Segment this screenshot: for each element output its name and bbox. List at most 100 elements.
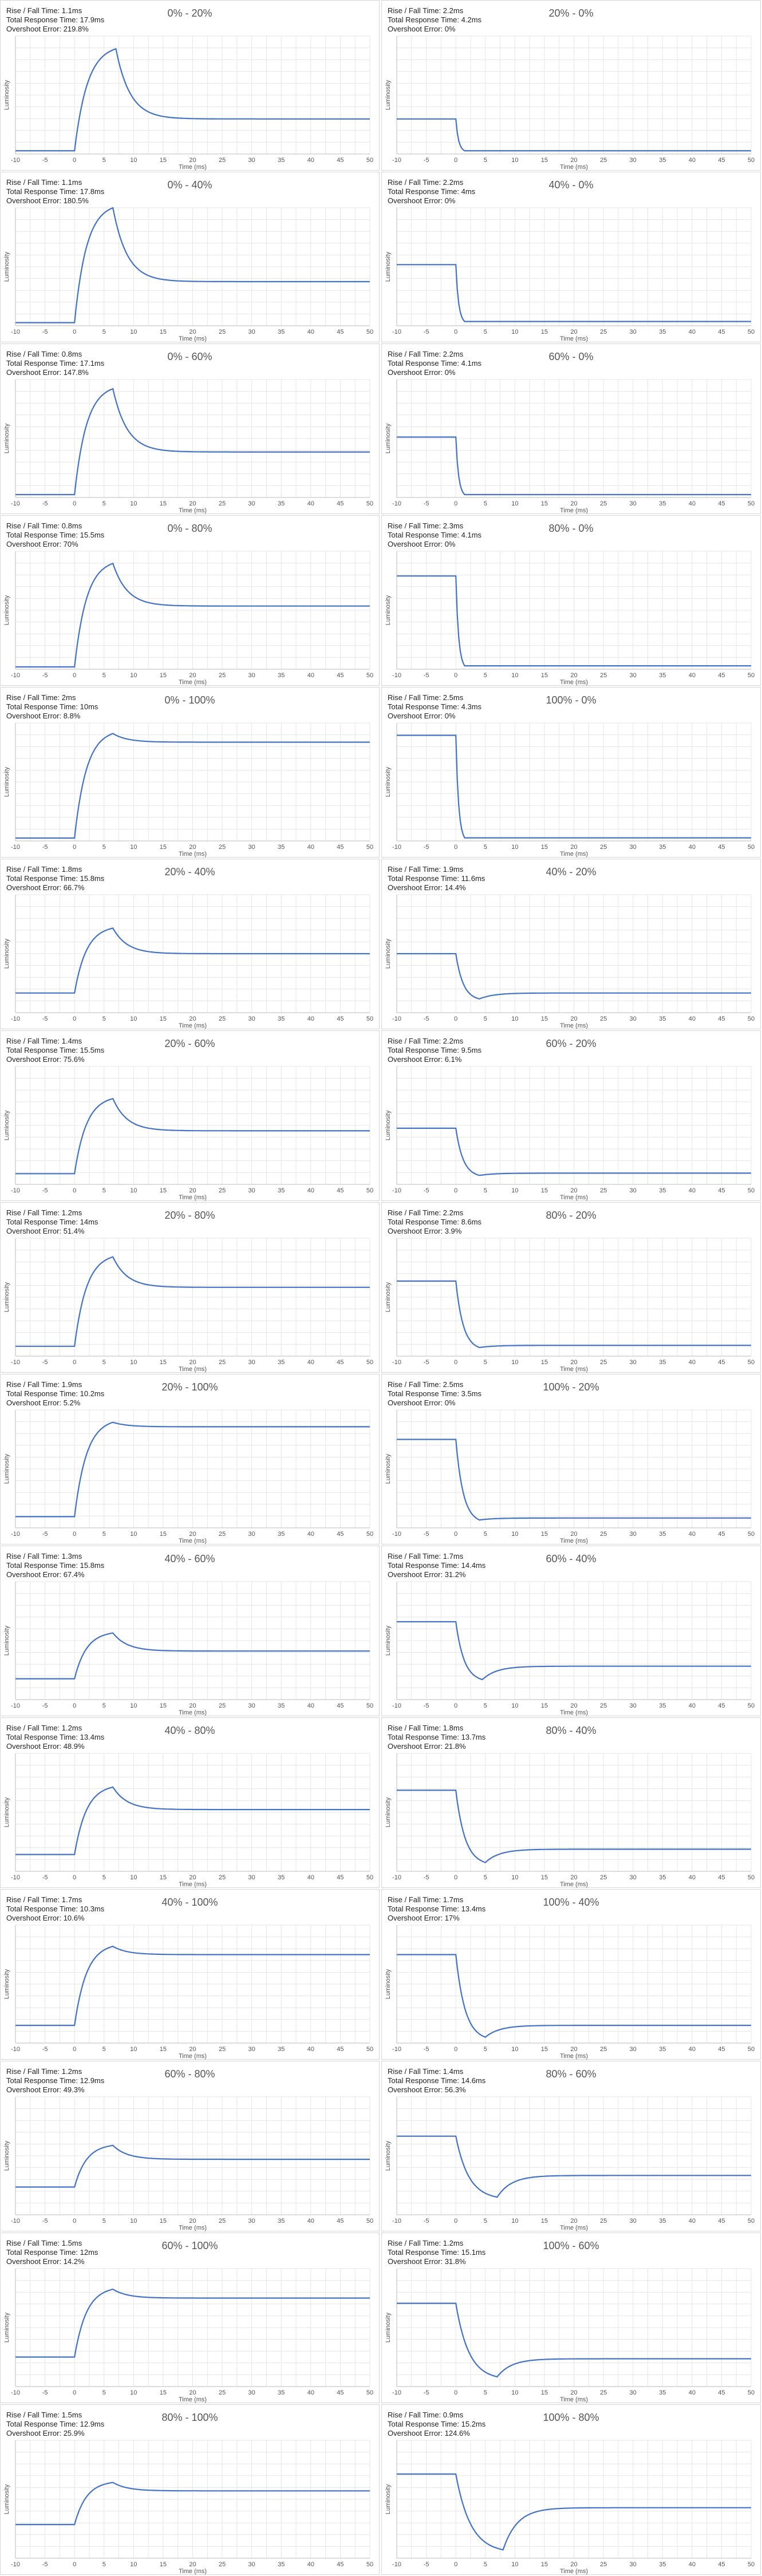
x-tick-label: 25 <box>600 1874 607 1881</box>
chart-panel: Rise / Fall Time: 1.1ms Total Response Ti… <box>0 172 380 342</box>
overshoot-error-label: Overshoot Error: 17% <box>388 1914 460 1922</box>
chart-panel: Rise / Fall Time: 2ms Total Response Time… <box>0 687 380 858</box>
x-tick-label: -10 <box>392 1702 401 1709</box>
rise-fall-time-label: Rise / Fall Time: 1.1ms <box>6 178 82 187</box>
x-tick-label: 35 <box>278 1874 285 1881</box>
overshoot-error-label: Overshoot Error: 6.1% <box>388 1055 462 1064</box>
x-tick-label: 40 <box>689 672 696 679</box>
overshoot-error-label: Overshoot Error: 219.8% <box>6 25 89 33</box>
x-axis-title: Time (ms) <box>560 1881 588 1888</box>
x-tick-label: 0 <box>454 157 457 164</box>
y-axis-title: Luminosity <box>385 938 392 969</box>
x-tick-label: 50 <box>366 157 373 164</box>
x-tick-label: 25 <box>600 1187 607 1194</box>
total-response-time-label: Total Response Time: 10.2ms <box>6 1389 105 1398</box>
y-axis-title: Luminosity <box>3 80 10 110</box>
stats-block: Rise / Fall Time: 1.2ms Total Response Ti… <box>6 1724 104 1751</box>
x-tick-label: 0 <box>73 2389 76 2396</box>
x-tick-label: -5 <box>424 1187 429 1194</box>
x-tick-label: 10 <box>130 2389 137 2396</box>
x-tick-label: 25 <box>600 2389 607 2396</box>
x-tick-label: -10 <box>11 1016 20 1022</box>
stats-block: Rise / Fall Time: 1.4ms Total Response Ti… <box>388 2067 485 2095</box>
x-tick-label: 35 <box>659 2218 666 2225</box>
chart-title: 80% - 40% <box>546 1725 597 1736</box>
x-tick-label: 15 <box>160 1016 167 1022</box>
x-tick-label: 0 <box>454 672 457 679</box>
stats-block: Rise / Fall Time: 1.8ms Total Response Ti… <box>388 1724 485 1751</box>
y-axis-title: Luminosity <box>385 80 392 110</box>
x-tick-label: 20 <box>189 2046 196 2053</box>
line-chart: -10 -5 0 5 10 15 20 25 30 35 40 45 50 Time (ms) Lumino… <box>385 1409 755 1544</box>
x-tick-label: 15 <box>541 2218 548 2225</box>
total-response-time-label: Total Response Time: 10.3ms <box>6 1905 105 1913</box>
y-axis-title: Luminosity <box>385 767 392 797</box>
x-tick-label: 15 <box>541 2046 548 2053</box>
x-tick-label: -5 <box>42 1874 48 1881</box>
x-tick-label: 15 <box>160 2046 167 2053</box>
x-tick-label: 10 <box>511 1702 518 1709</box>
x-axis-title: Time (ms) <box>560 1709 588 1716</box>
total-response-time-label: Total Response Time: 15.8ms <box>6 1561 105 1570</box>
x-tick-label: 45 <box>718 2218 725 2225</box>
y-axis-title: Luminosity <box>385 1110 392 1140</box>
total-response-time-label: Total Response Time: 14.6ms <box>388 2076 486 2085</box>
x-axis-title: Time (ms) <box>179 2225 207 2231</box>
overshoot-error-label: Overshoot Error: 49.3% <box>6 2085 85 2094</box>
x-tick-label: 15 <box>541 672 548 679</box>
x-tick-label: 50 <box>366 2389 373 2396</box>
x-tick-label: 35 <box>659 672 666 679</box>
chart-panel: Rise / Fall Time: 1.7ms Total Response Ti… <box>381 1889 761 2060</box>
chart-title: 100% - 60% <box>543 2240 599 2251</box>
x-tick-label: 35 <box>278 1187 285 1194</box>
x-tick-label: 25 <box>219 500 226 507</box>
total-response-time-label: Total Response Time: 14.4ms <box>388 1561 486 1570</box>
chart-title: 40% - 20% <box>546 866 597 878</box>
luminosity-series-line <box>397 118 751 152</box>
stats-block: Rise / Fall Time: 0.9ms Total Response Ti… <box>388 2411 485 2438</box>
luminosity-series-line <box>15 388 370 496</box>
x-tick-label: 35 <box>659 2046 666 2053</box>
x-tick-label: -10 <box>11 1874 20 1881</box>
chart-title: 60% - 100% <box>161 2240 218 2251</box>
x-tick-label: 40 <box>307 672 314 679</box>
total-response-time-label: Total Response Time: 12ms <box>6 2248 98 2257</box>
total-response-time-label: Total Response Time: 9.5ms <box>388 1046 482 1054</box>
x-tick-label: -5 <box>42 1359 48 1366</box>
x-tick-label: 5 <box>484 1874 487 1881</box>
x-tick-label: 45 <box>337 1016 344 1022</box>
line-chart: -10 -5 0 5 10 15 20 25 30 35 40 45 50 Time (ms) Lumino… <box>3 1925 373 2060</box>
x-tick-label: 50 <box>748 329 755 335</box>
x-tick-label: 10 <box>511 329 518 335</box>
chart-title: 80% - 0% <box>548 523 594 534</box>
y-axis-title: Luminosity <box>3 423 10 453</box>
overshoot-error-label: Overshoot Error: 31.8% <box>388 2257 466 2266</box>
x-tick-label: 15 <box>160 2389 167 2396</box>
x-tick-label: 15 <box>160 1702 167 1709</box>
rise-fall-time-label: Rise / Fall Time: 0.8ms <box>6 521 82 530</box>
x-tick-label: 5 <box>484 2046 487 2053</box>
x-tick-label: -10 <box>11 1187 20 1194</box>
x-tick-label: 50 <box>366 329 373 335</box>
x-tick-label: 40 <box>689 2561 696 2568</box>
luminosity-series-line <box>397 1954 751 2038</box>
y-axis-title: Luminosity <box>3 595 10 625</box>
x-axis-title: Time (ms) <box>560 1194 588 1201</box>
x-tick-label: 30 <box>630 2389 637 2396</box>
rise-fall-time-label: Rise / Fall Time: 2.2ms <box>388 178 464 187</box>
line-chart: -10 -5 0 5 10 15 20 25 30 35 40 45 50 Time (ms) Lumino… <box>385 1753 755 1888</box>
x-tick-label: 15 <box>160 2218 167 2225</box>
x-tick-label: 0 <box>454 1187 457 1194</box>
x-tick-label: -5 <box>42 329 48 335</box>
stats-block: Rise / Fall Time: 2.2ms Total Response Ti… <box>388 178 475 206</box>
x-tick-label: -10 <box>392 2561 401 2568</box>
x-tick-label: 5 <box>484 2389 487 2396</box>
total-response-time-label: Total Response Time: 13.4ms <box>6 1733 105 1741</box>
stats-block: Rise / Fall Time: 1.8ms Total Response Ti… <box>6 865 104 892</box>
x-tick-label: 20 <box>570 329 577 335</box>
y-axis-title: Luminosity <box>385 423 392 453</box>
x-tick-label: 35 <box>278 500 285 507</box>
x-tick-label: 0 <box>454 2218 457 2225</box>
stats-block: Rise / Fall Time: 0.8ms Total Response Ti… <box>6 521 104 549</box>
x-tick-label: 15 <box>541 2561 548 2568</box>
